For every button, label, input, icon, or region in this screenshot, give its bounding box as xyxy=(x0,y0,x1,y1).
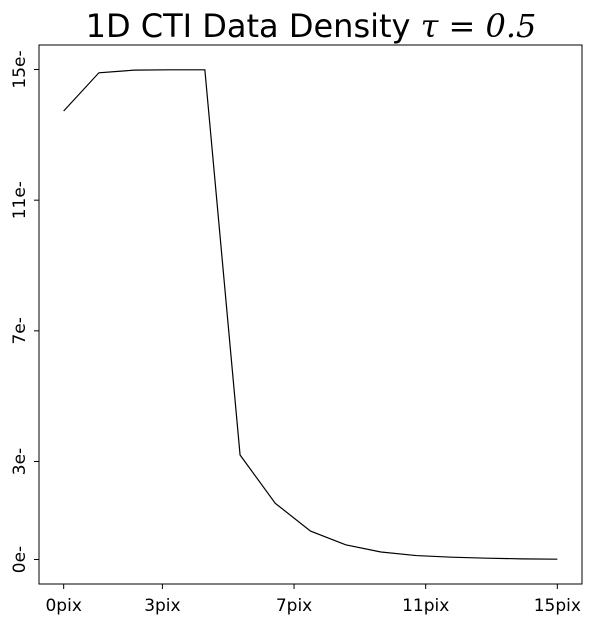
y-tick-label: 0e- xyxy=(10,546,30,573)
x-tick-label: 11pix xyxy=(402,596,449,616)
y-tick-label: 11e- xyxy=(10,181,30,219)
y-tick-label: 15e- xyxy=(10,50,30,88)
y-tick-label: 7e- xyxy=(10,317,30,344)
x-tick-label: 15pix xyxy=(534,596,581,616)
x-tick-label: 7pix xyxy=(276,596,312,616)
chart-title-tau: τ = 0.5 xyxy=(421,7,537,45)
plot-area xyxy=(38,44,583,585)
chart-title-space xyxy=(410,7,420,45)
y-tick-label: 3e- xyxy=(10,448,30,475)
y-axis: 0e- 3e- 7e- 11e- 15e- xyxy=(10,50,39,573)
x-axis: 0pix 3pix 7pix 11pix 15pix xyxy=(45,584,581,616)
series-line xyxy=(63,69,558,560)
chart-title-main: 1D CTI Data Density xyxy=(86,7,411,45)
x-tick-label: 3pix xyxy=(144,596,180,616)
x-tick-label: 0pix xyxy=(45,596,81,616)
chart-title: 1D CTI Data Density τ = 0.5 xyxy=(86,7,537,45)
